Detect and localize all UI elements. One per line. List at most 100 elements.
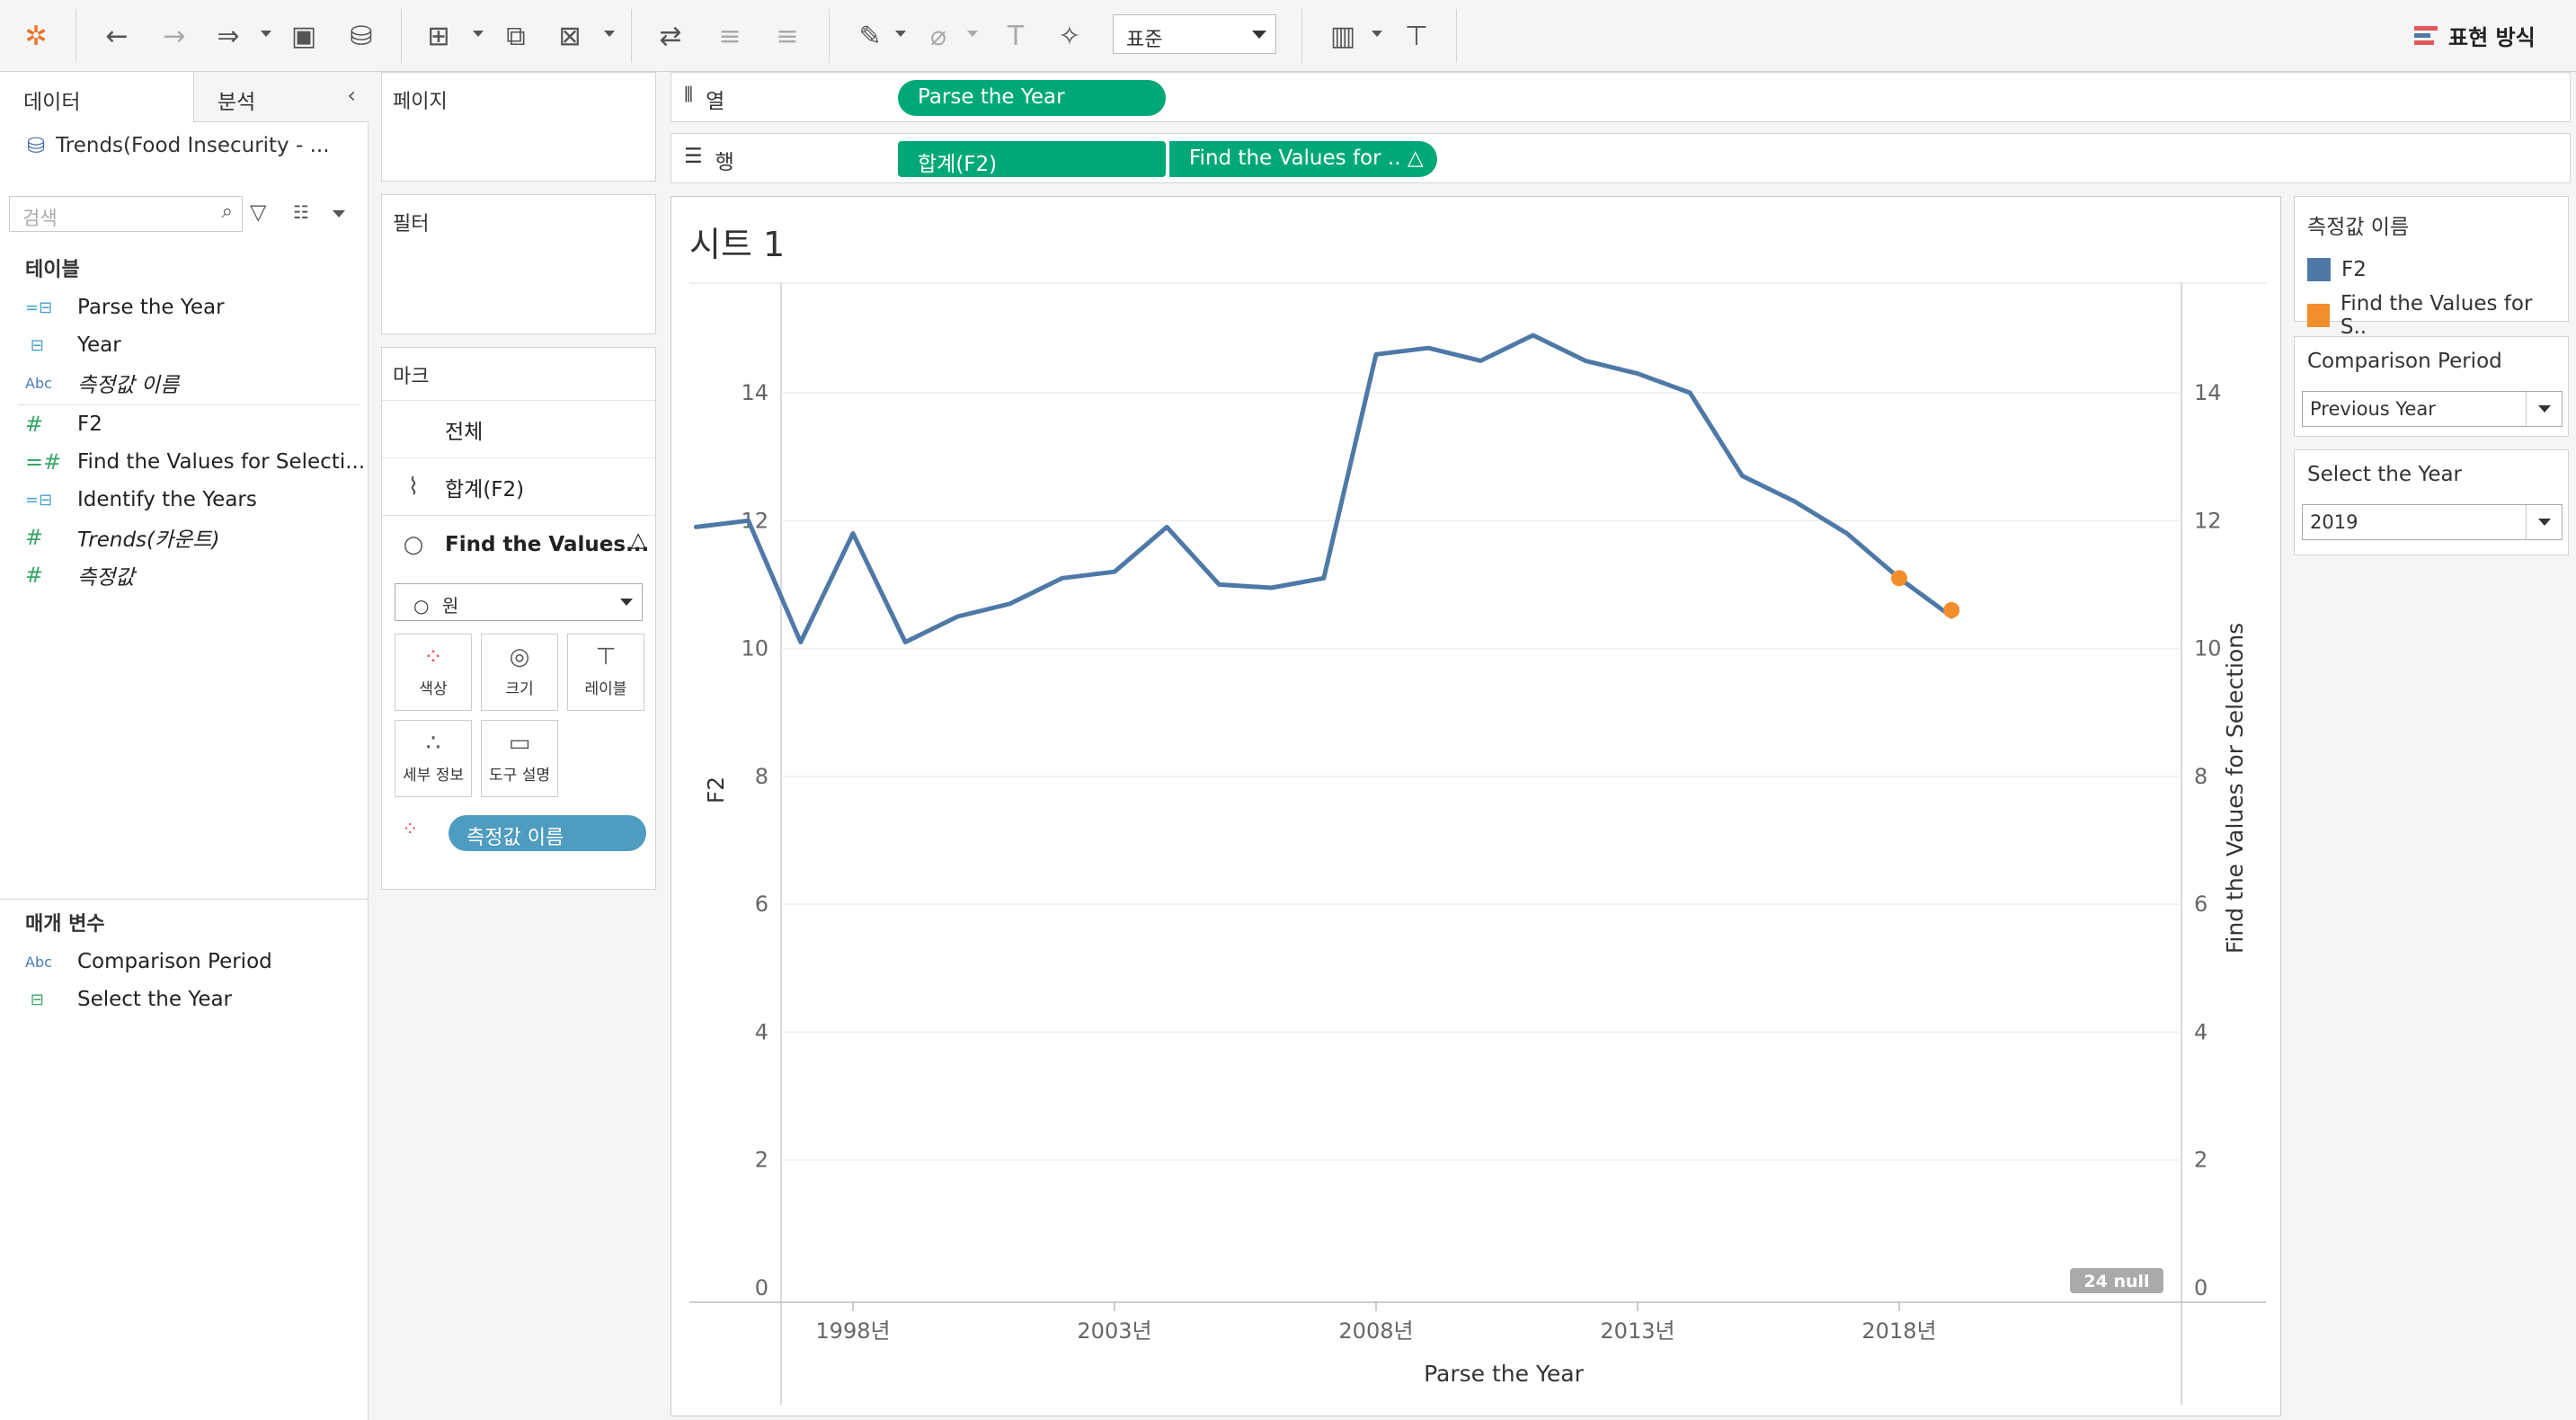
rows-pill-find-values[interactable]: Find the Values for .. △ [1169,141,1437,177]
chevron-down-icon [2538,405,2551,413]
field-label: Find the Values for Selecti... [77,450,366,474]
show-me-label: 표현 방식 [2448,25,2536,50]
show-labels-icon[interactable]: T [1007,20,1025,52]
columns-shelf: ⦀ 열 Parse the Year [671,72,2571,122]
datasource-item[interactable]: ⛁ Trends(Food Insecurity - ... [27,133,330,158]
fix-axes-icon[interactable]: ✧ [1058,20,1081,52]
null-badge [2070,1268,2163,1293]
fit-dropdown[interactable]: 표준 [1113,14,1276,54]
toolbar: ✲ ← → ⇒ ▣ ⛁ ⊞ ⧉ ⊠ ⇄ ≡ ≡ ✎ ⌀ T ✧ 표준 ▥ ⊤ 표… [0,0,2576,72]
legend-item-f2[interactable]: F2 [2295,253,2568,287]
new-worksheet-dropdown-icon[interactable] [473,31,484,37]
marks-find-values-label: Find the Values... [445,532,650,556]
worksheet-view: 시트 1 0 0 2 2 4 4 6 6 8 8 10 10 12 12 14 14 1998년 2003년 200… [671,196,2281,1416]
clear-sheet-dropdown-icon[interactable] [604,31,615,37]
fit-value: 표준 [1126,29,1163,51]
rows-pill-sum-f2[interactable]: 합계(F2) [898,141,1166,177]
field-label: Trends(카운트) [77,528,220,552]
sort-ascending-icon[interactable]: ≡ [718,20,742,52]
swap-axes-icon[interactable]: ⇄ [659,20,682,52]
param-label: Comparison Period [77,950,272,973]
field-year[interactable]: ⊟ Year [25,329,121,361]
tooltip-button[interactable]: ▭ 도구 설명 [481,720,558,797]
replay-icon[interactable]: ⇒ [217,20,240,52]
show-me-button[interactable]: 표현 방식 [2414,20,2536,51]
measure-names-color-pill[interactable]: 측정값 이름 [449,815,646,851]
search-input[interactable]: 검색 ⌕ [9,196,243,232]
size-icon: ◎ [509,643,530,670]
legend-swatch [2307,304,2330,327]
presentation-mode-icon[interactable]: ⊤ [1404,20,1429,52]
sheet-title: 시트 1 [689,225,786,264]
duplicate-sheet-icon[interactable]: ⧉ [506,20,526,52]
size-button[interactable]: ◎ 크기 [481,634,558,711]
tab-data[interactable]: 데이터 [0,72,194,122]
pages-card[interactable]: 페이지 [381,72,656,182]
tab-analytics[interactable]: 분석 ‹ [194,72,369,122]
field-find-values[interactable]: =# Find the Values for Selecti... [25,446,365,478]
param-select-the-year[interactable]: ⊟ Select the Year [25,983,232,1016]
mark-type-value: 원 [441,595,459,617]
sort-descending-icon[interactable]: ≡ [776,20,799,52]
show-cards-dropdown-icon[interactable] [1372,31,1382,37]
delta-icon: △ [630,528,646,552]
x-tick-label: 2003년 [1077,1318,1151,1344]
filter-icon[interactable]: ▽ [250,200,267,225]
field-f2[interactable]: # F2 [25,408,102,440]
select-year-select[interactable]: 2019 [2302,504,2563,540]
toolbar-divider [1456,9,1457,63]
chevron-down-icon [2538,519,2551,526]
y2-tick-label: 14 [2194,380,2222,405]
replay-dropdown-icon[interactable] [261,31,271,37]
field-measure-names[interactable]: Abc 측정값 이름 [25,367,179,399]
series-line-f2 [693,333,1954,644]
new-worksheet-icon[interactable]: ⊞ [427,20,450,52]
marks-find-values-tab[interactable]: ○ Find the Values... △ [382,515,655,572]
tooltip-button-label: 도구 설명 [489,767,550,785]
rows-icon: ☰ [684,145,703,168]
mark-type-dropdown[interactable]: ○ 원 [395,583,643,621]
marks-sum-f2-tab[interactable]: ⌇ 합계(F2) [382,457,655,515]
detail-button[interactable]: ∴ 세부 정보 [395,720,472,797]
highlight-dropdown-icon[interactable] [895,31,906,37]
comparison-period-select[interactable]: Previous Year [2302,391,2563,427]
tableau-logo-icon[interactable]: ✲ [24,20,48,52]
data-pane: 데이터 분석 ‹ ⛁ Trends(Food Insecurity - ... … [0,72,369,1420]
legend-label: Find the Values for S.. [2340,292,2533,339]
marks-card: 마크 전체 ⌇ 합계(F2) ○ Find the Values... △ ○ … [381,347,656,890]
param-comparison-period[interactable]: Abc Comparison Period [25,945,272,978]
field-identify-the-years[interactable]: =⊟ Identify the Years [25,484,257,516]
collapse-chevron-icon[interactable]: ‹ [347,83,356,108]
group-dropdown-icon[interactable] [967,31,978,37]
marks-all-tab[interactable]: 전체 [382,400,655,457]
field-parse-the-year[interactable]: =⊟ Parse the Year [25,291,225,324]
view-options-dropdown-icon[interactable] [333,210,345,217]
data-pane-tabs: 데이터 분석 ‹ [0,72,369,122]
clear-sheet-icon[interactable]: ⊠ [558,20,582,52]
new-datasource-icon[interactable]: ⛁ [350,20,373,52]
calendar-icon: ⊟ [25,990,44,1009]
show-cards-icon[interactable]: ▥ [1329,20,1356,52]
save-icon[interactable]: ▣ [290,20,317,52]
toolbar-divider [631,9,632,63]
detail-button-label: 세부 정보 [403,767,464,785]
view-options-icon[interactable]: ☷ [293,201,309,223]
number-icon: # [25,412,44,437]
marks-all-label: 전체 [445,420,484,444]
field-label: 측정값 이름 [77,374,180,397]
label-button[interactable]: ⊤ 레이블 [567,634,644,711]
group-members-icon[interactable]: ⌀ [929,20,947,52]
columns-pill-parse-year[interactable]: Parse the Year [898,80,1166,116]
y-tick-label: 6 [755,892,768,917]
field-trends-count[interactable]: # Trends(카운트) [25,521,219,554]
filters-card[interactable]: 필터 [381,194,656,334]
field-measure-values[interactable]: # 측정값 [25,559,134,591]
color-button[interactable]: ⁘ 색상 [395,634,472,711]
redo-icon[interactable]: → [163,20,186,52]
y-tick-label: 0 [755,1275,768,1300]
highlight-icon[interactable]: ✎ [858,20,882,52]
field-label: Parse the Year [77,296,225,319]
undo-icon[interactable]: ← [105,20,129,52]
legend-item-find-values[interactable]: Find the Values for S.. [2295,287,2568,344]
